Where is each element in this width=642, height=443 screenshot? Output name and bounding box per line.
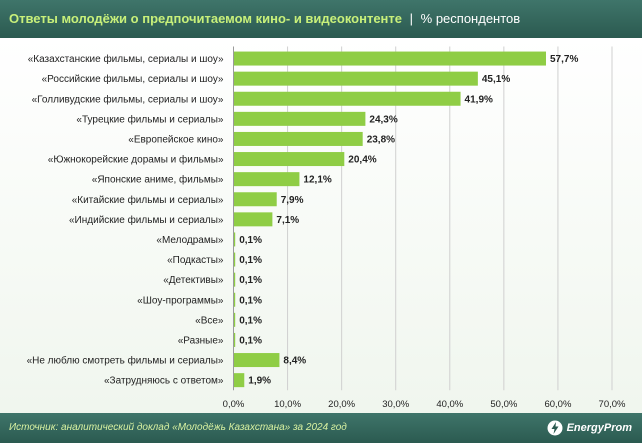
bar [234,111,366,126]
value-label: 7,9% [281,195,304,206]
bar [234,312,236,327]
bar [234,292,236,307]
category-label: «Индийские фильмы и сериалы» [69,214,224,226]
bar-chart: 0,0% 10,0% 20,0% 30,0% 40,0% 50,0% 60,0% 70,0% «… [27,46,626,410]
category-label: «Подкасты» [167,255,224,266]
value-label: 41,9% [465,94,493,105]
value-label: 0,1% [239,275,262,286]
value-label: 7,1% [276,215,299,226]
brand-logo: EnergyProm [547,419,632,437]
value-label: 23,8% [367,134,395,145]
value-label: 8,4% [283,356,306,367]
bar [234,373,245,388]
value-label: 0,1% [239,255,262,266]
x-tick-label: 30,0% [382,399,409,410]
header-text: Ответы молодёжи о предпочитаемом кино- и… [9,0,520,38]
x-tick-label: 10,0% [274,399,301,410]
category-label: «Детективы» [163,275,224,286]
category-label: «Южнокорейские дорамы и фильмы» [48,154,224,166]
value-label: 0,1% [239,235,262,246]
category-label: «Все» [195,315,224,326]
x-tick-label: 20,0% [328,399,355,410]
value-label: 0,1% [239,315,262,326]
value-label: 20,4% [348,155,376,166]
category-label: «Российские фильмы, сериалы и шоу» [42,73,224,85]
x-tick-label: 50,0% [490,399,517,410]
category-label: «Европейское кино» [128,134,224,145]
chart-subtitle: % респондентов [420,11,521,26]
value-label: 45,1% [482,74,510,85]
bar [234,212,273,227]
category-label: «Мелодрамы» [156,235,224,246]
value-label: 1,9% [248,376,271,387]
bar [234,272,236,287]
category-label: «Китайские фильмы и сериалы» [72,194,224,206]
brand-name: EnergyProm [566,422,632,434]
bar [234,131,363,146]
x-tick-label: 40,0% [436,399,463,410]
category-label: «Японские аниме, фильмы» [92,174,224,186]
category-label: «Разные» [178,335,224,346]
x-tick-label: 60,0% [544,399,571,410]
bar [234,353,280,368]
bar [234,172,300,187]
value-label: 12,1% [303,175,331,186]
category-label: «Не люблю смотреть фильмы и сериалы» [27,355,224,367]
header-bar: Ответы молодёжи о предпочитаемом кино- и… [0,0,642,38]
category-label: «Турецкие фильмы и сериалы» [76,113,224,125]
bar [234,332,236,347]
footer-bar: Источник: аналитический доклад «Молодёжь… [0,413,642,443]
value-label: 0,1% [239,335,262,346]
x-tick-label: 70,0% [599,399,626,410]
category-label: «Затрудняюсь с ответом» [104,376,224,387]
lightning-icon [547,420,563,436]
bar [234,152,345,167]
value-label: 24,3% [369,114,397,125]
bar [234,51,546,66]
chart-title: Ответы молодёжи о предпочитаемом кино- и… [9,11,403,26]
bar [234,91,461,106]
category-label: «Казахстанские фильмы, сериалы и шоу» [28,53,224,65]
value-label: 57,7% [550,54,578,65]
bar [234,71,478,86]
x-tick-label: 0,0% [223,399,245,410]
title-separator: | [409,11,414,26]
category-label: «Шоу-программы» [137,295,224,306]
bar [234,232,236,247]
bar [234,252,236,267]
source-note: Источник: аналитический доклад «Молодёжь… [9,422,347,433]
bar [234,192,277,207]
category-label: «Голливудские фильмы, сериалы и шоу» [32,93,224,105]
value-label: 0,1% [239,295,262,306]
